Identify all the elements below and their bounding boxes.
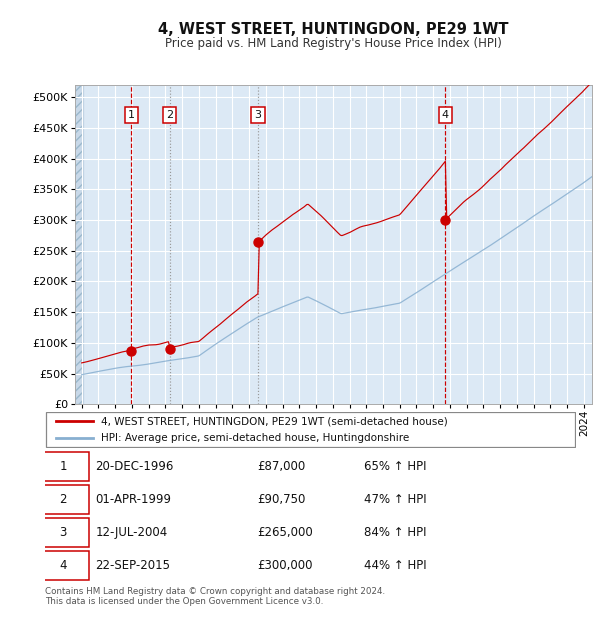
Text: 12-JUL-2004: 12-JUL-2004 [95,526,167,539]
Text: 2: 2 [59,493,67,506]
Text: 1: 1 [59,460,67,473]
Text: 2: 2 [166,110,173,120]
FancyBboxPatch shape [37,551,89,580]
Text: 22-SEP-2015: 22-SEP-2015 [95,559,170,572]
Text: 47% ↑ HPI: 47% ↑ HPI [364,493,426,506]
Text: £90,750: £90,750 [257,493,306,506]
Text: 01-APR-1999: 01-APR-1999 [95,493,172,506]
Text: 84% ↑ HPI: 84% ↑ HPI [364,526,426,539]
Text: Price paid vs. HM Land Registry's House Price Index (HPI): Price paid vs. HM Land Registry's House … [164,37,502,50]
Text: £87,000: £87,000 [257,460,305,473]
Text: 65% ↑ HPI: 65% ↑ HPI [364,460,426,473]
FancyBboxPatch shape [37,452,89,481]
Bar [75,85,83,404]
Text: 1: 1 [128,110,135,120]
Text: £300,000: £300,000 [257,559,313,572]
Text: Contains HM Land Registry data © Crown copyright and database right 2024.: Contains HM Land Registry data © Crown c… [45,587,385,596]
Text: 3: 3 [254,110,262,120]
Text: 4: 4 [442,110,449,120]
FancyBboxPatch shape [37,518,89,547]
Text: £265,000: £265,000 [257,526,313,539]
Text: This data is licensed under the Open Government Licence v3.0.: This data is licensed under the Open Gov… [45,597,323,606]
FancyBboxPatch shape [46,412,575,447]
Bar [75,85,83,404]
Text: 20-DEC-1996: 20-DEC-1996 [95,460,174,473]
Text: 3: 3 [59,526,67,539]
FancyBboxPatch shape [37,485,89,514]
Text: 4, WEST STREET, HUNTINGDON, PE29 1WT (semi-detached house): 4, WEST STREET, HUNTINGDON, PE29 1WT (se… [101,417,448,427]
Text: 4, WEST STREET, HUNTINGDON, PE29 1WT: 4, WEST STREET, HUNTINGDON, PE29 1WT [158,22,508,37]
Text: HPI: Average price, semi-detached house, Huntingdonshire: HPI: Average price, semi-detached house,… [101,433,409,443]
Text: 4: 4 [59,559,67,572]
Text: 44% ↑ HPI: 44% ↑ HPI [364,559,426,572]
